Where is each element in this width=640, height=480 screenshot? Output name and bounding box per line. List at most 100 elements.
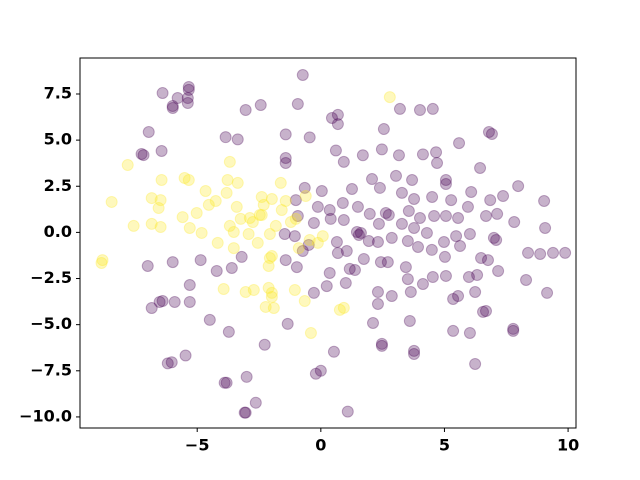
point (257, 198, 270, 211)
point (475, 252, 488, 265)
point (508, 216, 521, 229)
point (445, 194, 458, 207)
point (406, 173, 419, 186)
point (462, 271, 475, 284)
point (337, 301, 350, 314)
point (182, 80, 195, 93)
point (194, 254, 207, 267)
point (279, 128, 292, 141)
point (320, 280, 333, 293)
y-tick-label: 7.5 (44, 83, 72, 102)
point (497, 190, 510, 203)
point (413, 104, 426, 117)
point (220, 186, 233, 199)
point (121, 159, 134, 172)
point (292, 242, 305, 255)
point (246, 216, 259, 229)
point (299, 190, 312, 203)
point (105, 195, 118, 208)
point (249, 396, 262, 409)
point (288, 230, 301, 243)
point (492, 264, 505, 277)
point (199, 185, 212, 198)
point (485, 128, 498, 141)
point (298, 181, 311, 194)
point (507, 322, 520, 335)
point (447, 293, 460, 306)
point (465, 185, 478, 198)
point (484, 194, 497, 207)
point (153, 295, 166, 308)
point (127, 219, 140, 232)
point (431, 157, 444, 170)
point (239, 104, 252, 117)
point (288, 283, 301, 296)
point (279, 195, 292, 208)
point (389, 169, 402, 182)
point (195, 226, 208, 239)
point (323, 204, 336, 217)
point (426, 102, 439, 115)
y-tick-label: 0.0 (44, 222, 72, 241)
point (291, 97, 304, 110)
point (137, 149, 150, 162)
point (522, 246, 535, 259)
point (176, 211, 189, 224)
point (171, 92, 184, 105)
point (190, 207, 203, 220)
point (156, 295, 169, 308)
point (279, 157, 292, 170)
point (231, 176, 244, 189)
point (304, 326, 317, 339)
point (223, 219, 236, 232)
point (166, 99, 179, 112)
point (337, 214, 350, 227)
point (183, 295, 196, 308)
point (374, 256, 387, 269)
point (145, 192, 158, 205)
point (463, 326, 476, 339)
point (520, 274, 533, 286)
point (96, 254, 109, 267)
point (309, 367, 322, 380)
x-tick-label: −5 (185, 436, 210, 455)
point (166, 256, 179, 269)
point (307, 286, 320, 299)
point (408, 344, 421, 357)
point (227, 226, 240, 239)
point (408, 348, 421, 360)
point (275, 204, 288, 217)
point (279, 152, 292, 165)
point (351, 200, 364, 213)
point (336, 197, 349, 210)
point (265, 192, 278, 205)
point (366, 173, 379, 186)
point (168, 295, 181, 308)
point (95, 257, 108, 270)
point (262, 259, 275, 272)
y-tick-label: −5.0 (30, 314, 72, 333)
point (155, 173, 168, 186)
point (354, 226, 367, 239)
point (165, 356, 178, 369)
point (329, 144, 342, 157)
point (155, 145, 168, 158)
point (156, 87, 169, 100)
point (474, 161, 487, 174)
point (202, 198, 215, 211)
y-tick-label: −7.5 (30, 360, 72, 379)
point (181, 92, 194, 105)
point (181, 97, 194, 110)
point (141, 259, 154, 272)
point (269, 219, 282, 232)
point (221, 173, 234, 186)
point (281, 317, 294, 330)
point (263, 252, 276, 265)
point (401, 235, 414, 248)
point (343, 262, 356, 275)
point (239, 285, 252, 298)
point (265, 250, 278, 263)
